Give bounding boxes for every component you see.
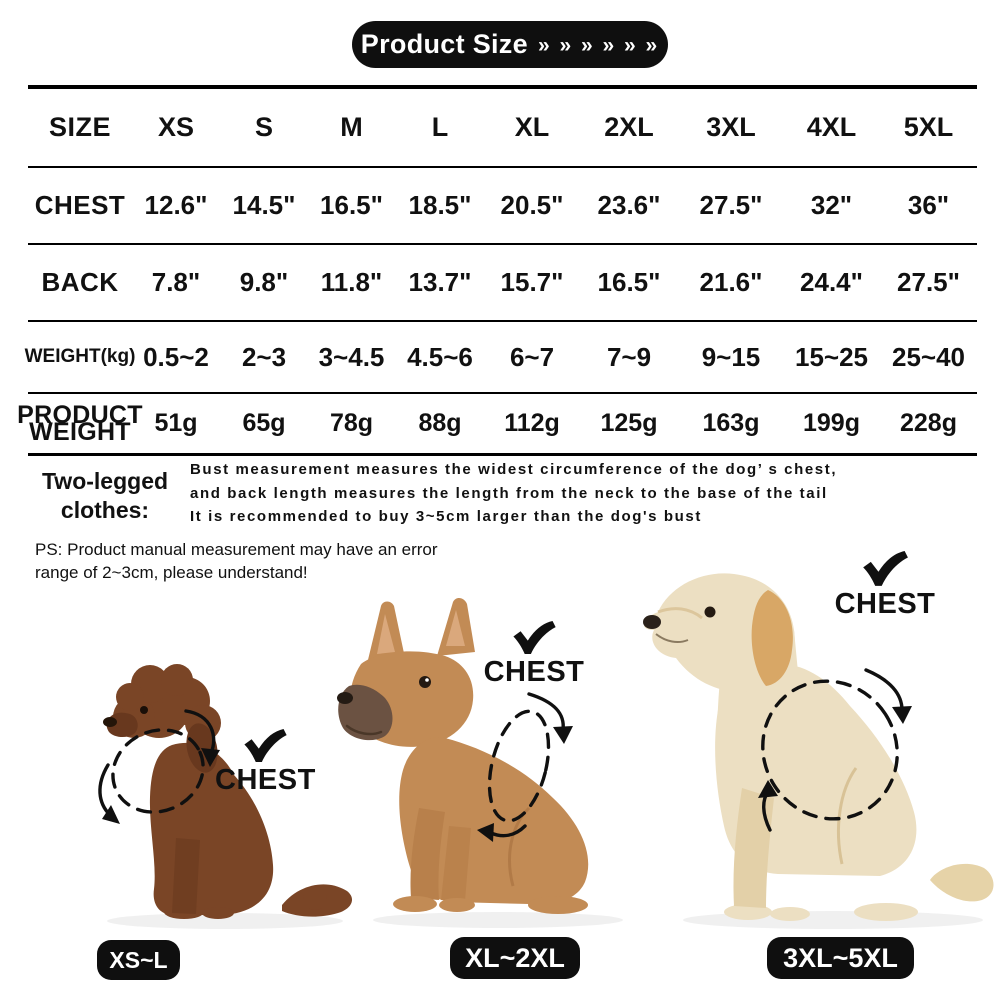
size-value: 2XL [604,112,654,142]
back-value: 24.4" [800,267,863,297]
chest-callout-2: CHEST [482,621,586,689]
toy-poodle-photo [98,664,353,929]
back-value: 13.7" [408,267,472,297]
back-value: 9.8" [239,267,289,297]
back-value: 21.6" [699,267,763,297]
two-legged-clothes-label: Two-legged clothes: [34,467,176,525]
product-weight-value: 228g [900,409,957,437]
product-weight-value: 112g [504,409,560,437]
chest-text: CHEST [834,588,936,620]
table-row-size: SIZE XS S M L XL 2XL 3XL 4XL 5XL [28,89,977,168]
ps-disclaimer: PS: Product manual measurement may have … [35,538,505,584]
row-label-chest: CHEST [34,190,126,220]
size-table: SIZE XS S M L XL 2XL 3XL 4XL 5XL CHEST 1… [17,85,977,456]
size-value: L [431,112,449,142]
row-label-line: WEIGHT [29,417,131,446]
chest-text: CHEST [483,656,585,688]
page-title: Product Size [360,29,528,59]
back-value: 27.5" [897,267,960,297]
checkmark-icon [244,729,287,762]
weight-value: 3~4.5 [318,341,385,372]
measurement-note: Bust measurement measures the widest cir… [190,458,990,529]
product-weight-value: 51g [154,409,198,437]
row-label-size: SIZE [48,112,111,142]
size-range-pill-3xl-5xl: 3XL~5XL [767,937,914,979]
product-weight-value: 88g [418,409,462,437]
back-value: 16.5" [597,267,661,297]
table-row-chest: CHEST 12.6" 14.5" 16.5" 18.5" 20.5" 23.6… [28,168,977,245]
size-value: S [254,112,273,142]
table-row-product-weight: PRODUCT WEIGHT 51g 65g 78g 88g 112g 125g… [17,394,977,456]
size-range-pill-xl-2xl: XL~2XL [450,937,580,979]
chest-value: 36" [907,190,950,220]
weight-value: 15~25 [794,341,869,372]
chest-value: 32" [810,190,853,220]
row-label-weight: WEIGHT(kg) [24,346,136,367]
chevron-right-icons: » » » » » » [537,34,660,57]
chest-value: 23.6" [597,190,661,220]
size-value: 3XL [706,112,756,142]
product-weight-value: 125g [600,409,658,437]
size-range-pill-xs-l: XS~L [97,940,180,980]
measurement-note-line: and back length measures the length from… [190,484,828,502]
french-bulldog-photo [337,598,623,928]
row-label-line: PRODUCT [17,400,143,429]
chest-value: 12.6" [144,190,208,220]
back-value: 11.8" [320,267,383,297]
product-weight-value: 65g [242,409,286,437]
chest-value: 16.5" [320,190,383,220]
checkmark-icon [863,551,908,586]
size-value: 4XL [806,112,857,142]
chest-text: CHEST [215,764,316,796]
golden-retriever-photo [643,573,994,929]
ps-line: range of 2~3cm, please understand! [35,563,308,582]
product-weight-value: 78g [329,409,374,437]
size-value: XS [157,112,195,142]
row-label-back: BACK [41,267,119,297]
chest-callout-3: CHEST [830,551,940,621]
chest-value: 20.5" [500,190,564,220]
size-value: M [340,112,363,142]
weight-value: 25~40 [891,341,966,372]
row-label-product-weight: PRODUCT WEIGHT [17,402,143,444]
product-weight-value: 163g [702,409,760,437]
product-size-banner: Product Size » » » » » » [352,21,668,68]
size-value: XL [514,112,550,142]
weight-value: 4.5~6 [407,341,473,372]
weight-value: 6~7 [509,341,555,372]
chest-value: 18.5" [408,190,472,220]
table-row-weight: WEIGHT(kg) 0.5~2 2~3 3~4.5 4.5~6 6~7 7~9… [24,322,977,394]
chest-value: 27.5" [699,190,763,220]
chest-callout-1: CHEST [215,729,315,797]
back-value: 7.8" [151,267,201,297]
two-legged-line: Two-legged [41,468,169,494]
weight-value: 0.5~2 [143,341,209,372]
ps-line: PS: Product manual measurement may have … [35,540,438,559]
table-row-back: BACK 7.8" 9.8" 11.8" 13.7" 15.7" 16.5" 2… [28,245,977,322]
weight-value: 2~3 [241,341,287,372]
back-value: 15.7" [500,267,564,297]
weight-value: 9~15 [701,341,761,372]
measurement-note-line: Bust measurement measures the widest cir… [190,461,838,478]
measurement-note-line: It is recommended to buy 3~5cm larger th… [190,508,702,525]
chest-value: 14.5" [232,190,296,220]
two-legged-line: clothes: [60,497,150,523]
product-weight-value: 199g [803,409,860,437]
size-value: 5XL [903,112,954,142]
checkmark-icon [513,621,556,654]
weight-value: 7~9 [606,341,652,372]
